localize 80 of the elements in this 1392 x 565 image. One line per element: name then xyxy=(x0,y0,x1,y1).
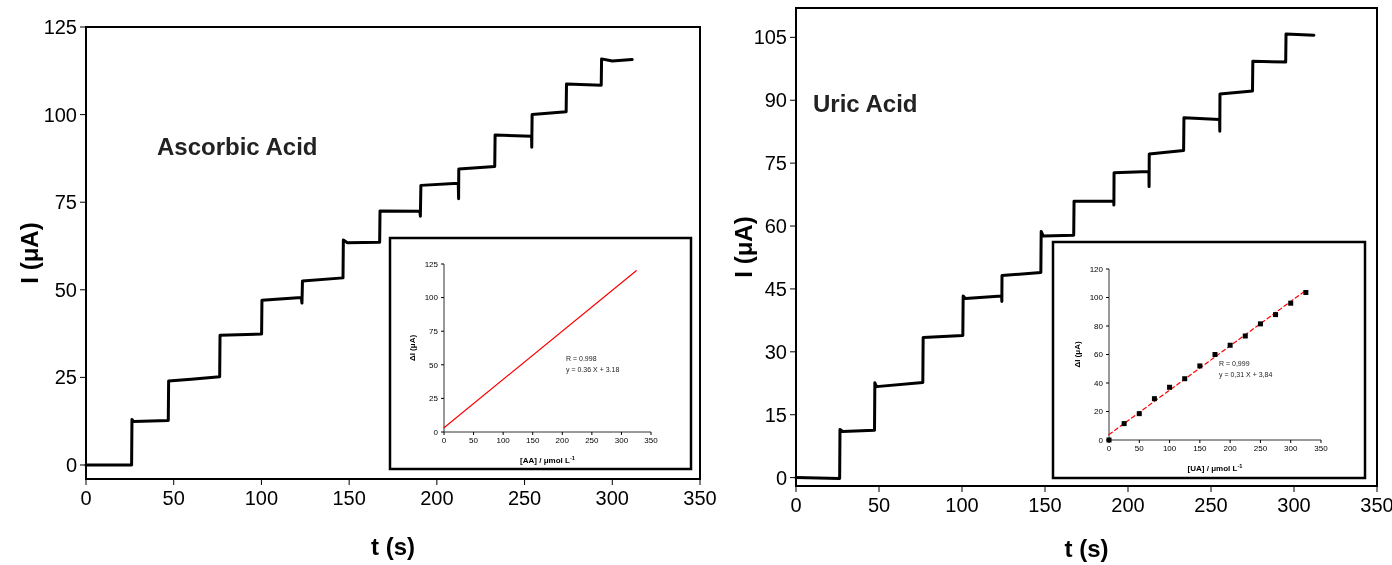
x-tick-label: 300 xyxy=(1284,444,1298,453)
x-tick-label: 50 xyxy=(162,487,185,509)
y-tick-label: 80 xyxy=(1094,321,1104,331)
x-tick-label: 200 xyxy=(1111,494,1145,516)
point xyxy=(1136,411,1142,417)
x-axis-title: t (s) xyxy=(371,533,415,560)
point xyxy=(1197,363,1203,369)
y-tick-label: 15 xyxy=(764,403,787,426)
point xyxy=(1257,321,1263,327)
y-tick-label: 125 xyxy=(424,259,439,269)
y-tick-label: 125 xyxy=(43,16,77,38)
y-tick-label: 60 xyxy=(764,215,787,238)
x-tick-label: 250 xyxy=(507,487,542,509)
x-tick-label: 350 xyxy=(1314,444,1329,453)
x-tick-label: 50 xyxy=(1134,444,1145,453)
point xyxy=(1212,352,1218,357)
y-tick-label: 60 xyxy=(1094,350,1104,360)
y-axis-title: ΔI (μA) xyxy=(1073,341,1082,368)
x-tick-label: 250 xyxy=(1194,494,1228,516)
point xyxy=(1182,376,1188,382)
x-tick-label: 100 xyxy=(496,436,511,445)
point xyxy=(1151,396,1157,402)
y-tick-label: 0 xyxy=(775,466,787,489)
x-tick-label: 200 xyxy=(555,436,570,445)
x-axis-title: t (s) xyxy=(1064,535,1109,562)
y-tick-label: 75 xyxy=(764,152,787,175)
x-tick-label: 0 xyxy=(1106,444,1112,453)
y-tick-label: 75 xyxy=(54,191,77,214)
y-tick-label: 50 xyxy=(429,360,439,370)
y-tick-label: 105 xyxy=(753,26,787,49)
x-tick-label: 50 xyxy=(469,436,479,445)
point xyxy=(1167,384,1173,390)
x-tick-label: 200 xyxy=(1223,444,1238,453)
y-axis-title: I (μA) xyxy=(16,222,43,284)
point xyxy=(1242,333,1248,339)
x-tick-label: 150 xyxy=(332,487,366,509)
annotation: Uric Acid xyxy=(813,90,918,117)
point xyxy=(1273,312,1279,318)
y-tick-label: 75 xyxy=(429,327,439,336)
y-tick-label: 90 xyxy=(764,89,787,112)
y-tick-label: 25 xyxy=(54,366,77,389)
x-tick-label: 300 xyxy=(614,436,629,445)
x-axis-title: [UA] / μmol L$^{-1}$ xyxy=(1187,463,1243,473)
y-tick-label: 100 xyxy=(1089,293,1104,303)
x-tick-label: 350 xyxy=(683,487,717,509)
point xyxy=(1227,342,1233,348)
y-tick-label: 0 xyxy=(433,427,439,437)
x-tick-label: 200 xyxy=(420,487,454,509)
point xyxy=(1288,300,1294,306)
point xyxy=(1121,421,1127,427)
x-tick-label: 300 xyxy=(595,487,629,509)
x-axis-title: [AA] / μmol L$^{-1}$ xyxy=(520,455,575,465)
y-tick-label: 100 xyxy=(43,103,77,126)
x-tick-label: 150 xyxy=(1028,494,1062,516)
x-tick-label: 150 xyxy=(526,436,540,445)
x-tick-label: 0 xyxy=(80,487,92,509)
x-tick-label: 0 xyxy=(441,436,447,445)
y-tick-label: 30 xyxy=(764,340,787,363)
x-tick-label: 100 xyxy=(244,487,279,509)
y-tick-label: 120 xyxy=(1089,264,1104,274)
x-tick-label: 0 xyxy=(790,494,802,516)
y-tick-label: 40 xyxy=(1094,378,1104,388)
annotation: Ascorbic Acid xyxy=(157,133,318,160)
x-tick-label: 350 xyxy=(1360,494,1392,516)
y-tick-label: 50 xyxy=(54,278,77,301)
y-tick-label: 20 xyxy=(1094,407,1104,417)
x-tick-label: 150 xyxy=(1193,444,1208,453)
y-axis-title: ΔI (μA) xyxy=(408,334,417,362)
y-tick-label: 25 xyxy=(429,394,439,404)
point xyxy=(1303,290,1309,296)
y-axis-title: I (μA) xyxy=(730,216,757,278)
x-tick-label: 100 xyxy=(945,494,979,516)
x-tick-label: 100 xyxy=(1162,444,1177,453)
x-tick-label: 250 xyxy=(585,436,600,445)
y-tick-label: 45 xyxy=(764,277,787,300)
x-tick-label: 350 xyxy=(644,436,659,445)
x-tick-label: 250 xyxy=(1253,444,1268,453)
y-tick-label: 100 xyxy=(424,293,439,303)
x-tick-label: 50 xyxy=(867,494,891,516)
x-tick-label: 300 xyxy=(1277,494,1311,516)
